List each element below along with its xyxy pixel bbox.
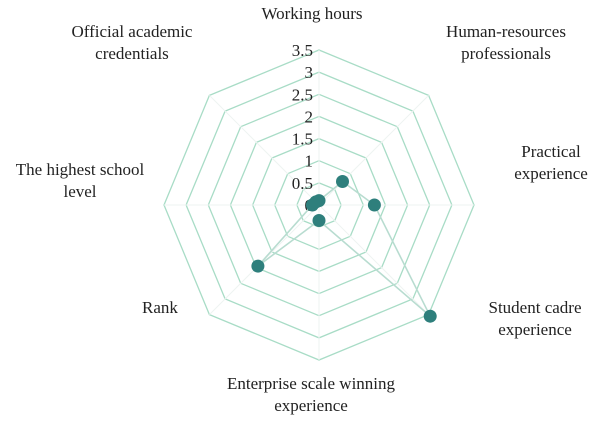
radar-spoke xyxy=(318,95,429,206)
radar-category-label: Practical experience xyxy=(514,142,588,183)
radar-tick-label: 1.5 xyxy=(292,130,313,149)
radar-category-label: Human-resources professionals xyxy=(446,22,566,63)
radar-data-point xyxy=(367,198,381,212)
radar-category-label: The highest school level xyxy=(16,160,145,201)
radar-data-point xyxy=(336,175,349,188)
radar-tick-label: 3 xyxy=(305,63,314,82)
radar-category-label: Working hours xyxy=(261,4,362,23)
radar-spoke xyxy=(209,95,320,206)
radar-data-point xyxy=(251,259,265,273)
radar-data-point xyxy=(312,214,326,227)
radar-tick-label: 3.5 xyxy=(292,41,313,60)
radar-category-label: Enterprise scale winning experience xyxy=(227,374,396,415)
radar-category-label: Rank xyxy=(142,298,178,317)
radar-tick-label: 0.5 xyxy=(292,174,313,193)
radar-tick-label: 1 xyxy=(305,152,314,171)
radar-tick-label: 2 xyxy=(305,107,314,126)
radar-series-line xyxy=(257,180,431,317)
radar-category-label: Official academic credentials xyxy=(72,22,193,63)
radar-tick-label: 2.5 xyxy=(292,85,313,104)
radar-data-point xyxy=(423,309,437,323)
radar-category-label: Student cadre experience xyxy=(489,298,582,339)
radar-data-point xyxy=(309,195,323,209)
radar-spoke xyxy=(318,204,429,315)
